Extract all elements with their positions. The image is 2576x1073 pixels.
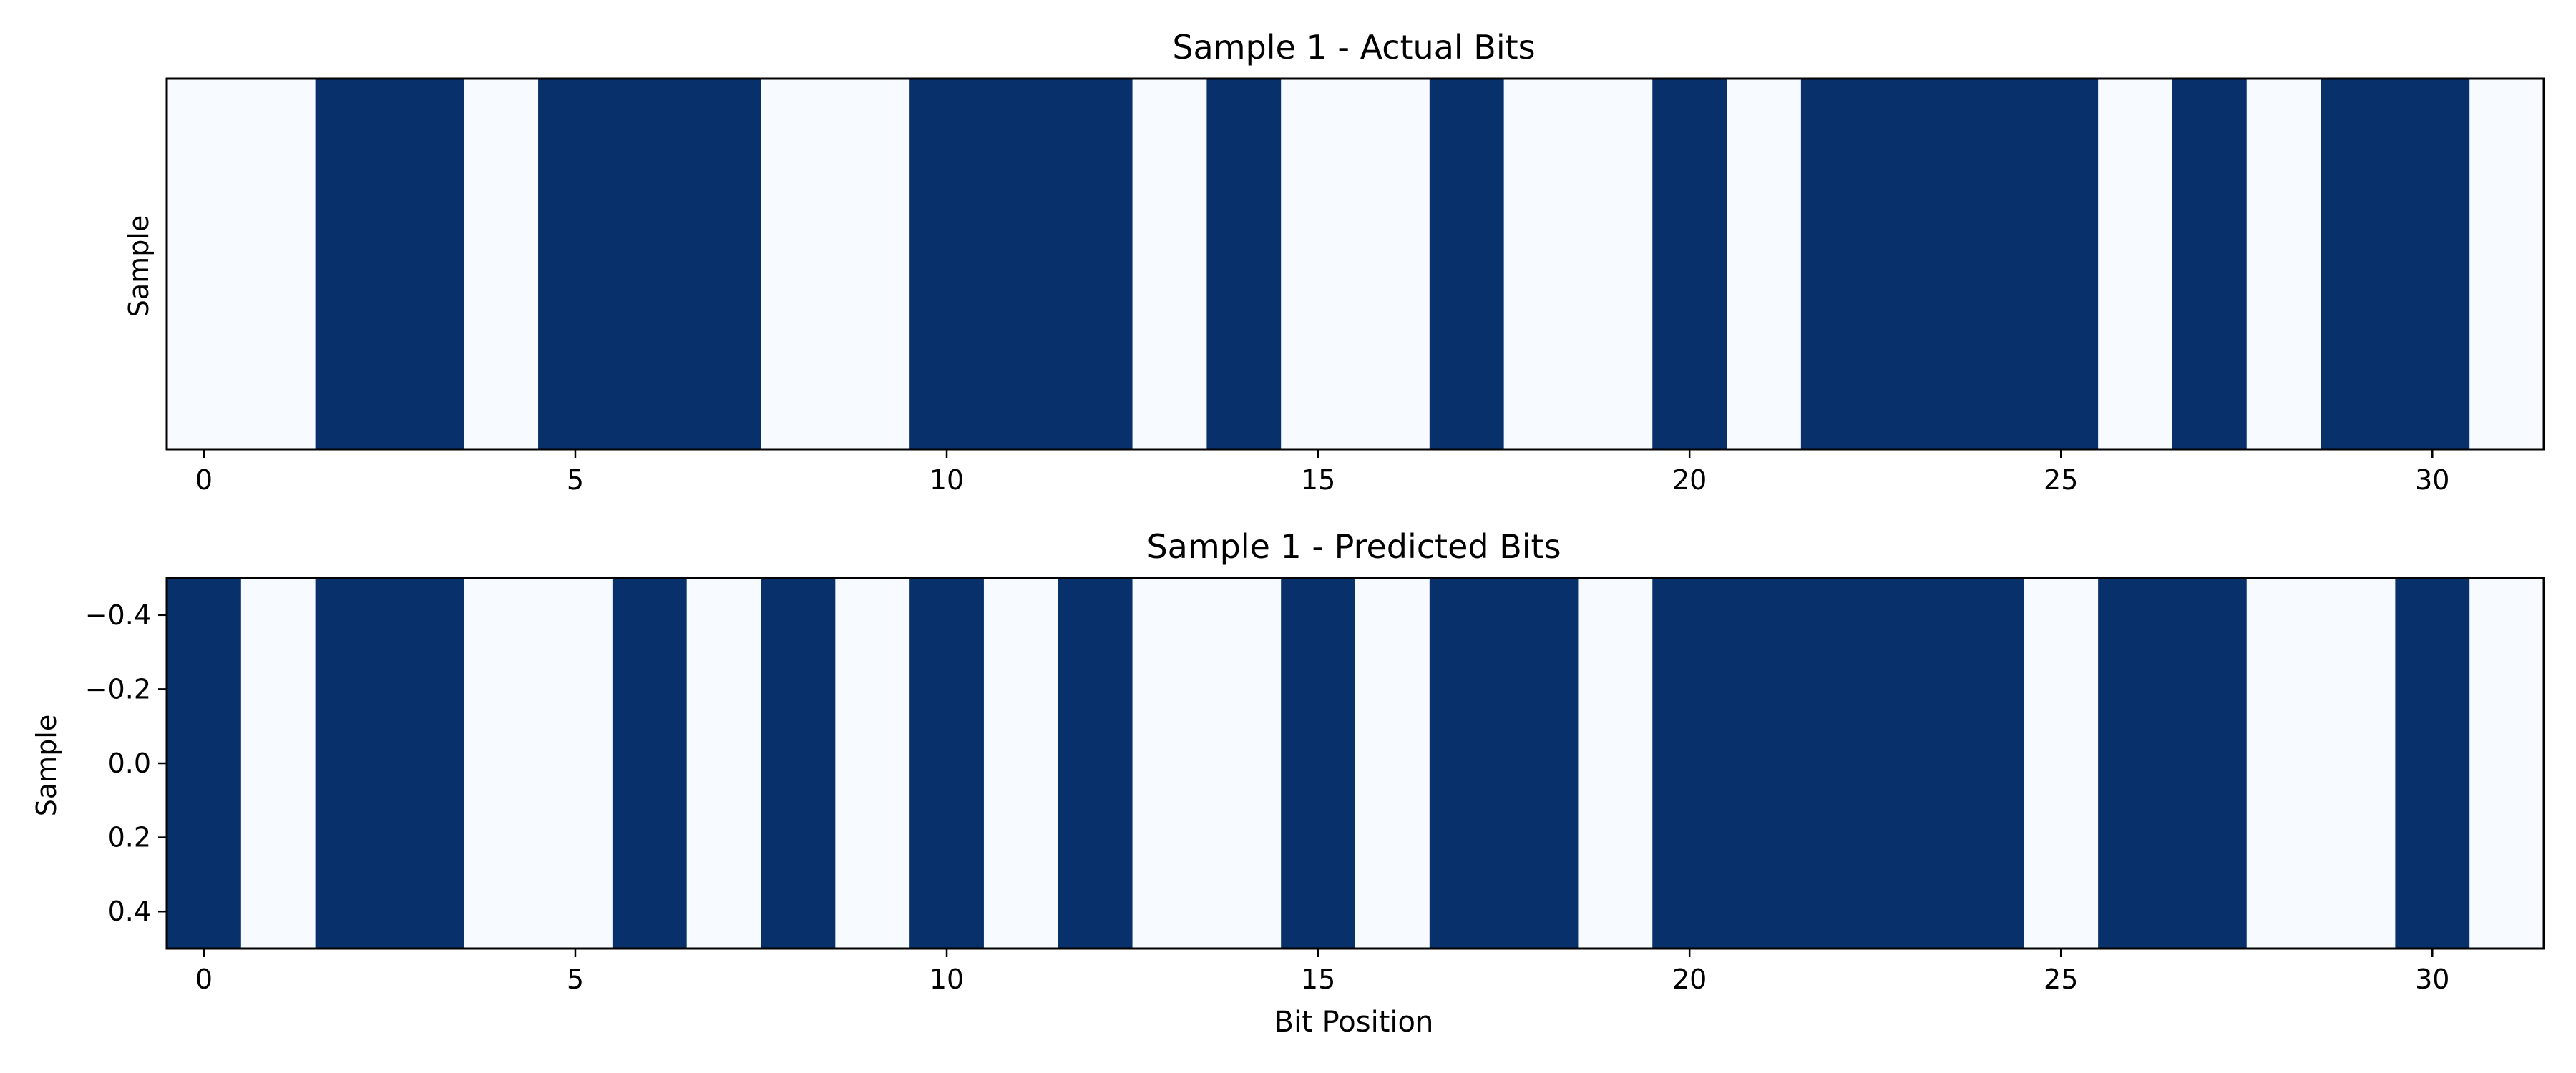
bit-cell-4 [464,79,539,449]
bit-cell-20 [1652,578,1727,949]
bit-cell-23 [1875,79,1951,449]
y-axis-label: Sample [123,215,155,317]
bit-cell-22 [1800,578,1876,949]
bit-cell-6 [612,79,688,449]
plot-frame [165,577,2545,950]
bit-cell-4 [464,578,539,949]
bit-cell-26 [2098,79,2173,449]
bit-cell-19 [1578,79,1653,449]
bit-cell-7 [686,578,762,949]
bit-cell-30 [2395,578,2470,949]
bit-cell-8 [761,79,836,449]
x-tick-label: 15 [1301,464,1335,496]
heatmap-cells [167,79,2545,449]
bit-cell-12 [1058,79,1133,449]
bit-cell-2 [315,578,391,949]
bit-cell-13 [1132,79,1207,449]
x-tick-label: 25 [2044,464,2078,496]
bit-cell-10 [909,578,985,949]
x-tick-label: 10 [930,464,964,496]
bit-cell-17 [1429,578,1505,949]
y-axis-label: Sample [31,715,62,816]
bit-cell-7 [686,79,762,449]
chart-predicted-bits: Sample 1 - Predicted Bits Sample 0 5 10 15 2… [31,527,2545,1039]
bit-cell-23 [1875,578,1951,949]
bit-cell-19 [1578,578,1653,949]
bit-cell-21 [1727,578,1802,949]
x-tick-label: 25 [2044,964,2078,995]
bit-cell-25 [2024,79,2099,449]
bit-cell-11 [983,79,1059,449]
bit-cell-28 [2246,578,2322,949]
bit-cell-5 [538,79,613,449]
y-tick-label: 0.0 [108,748,151,779]
y-tick-label: −0.2 [85,673,151,705]
bit-cell-25 [2024,578,2099,949]
bit-cell-6 [612,578,688,949]
bit-cell-15 [1281,578,1356,949]
bit-cell-27 [2172,79,2248,449]
x-tick-label: 0 [195,964,213,995]
bit-cell-21 [1727,79,1802,449]
bit-cell-24 [1949,578,2024,949]
x-tick-label: 5 [567,464,584,496]
chart-title: Sample 1 - Predicted Bits [1146,527,1561,566]
bit-cell-14 [1206,79,1282,449]
chart-title: Sample 1 - Actual Bits [1172,28,1535,67]
x-tick-label: 20 [1672,464,1707,496]
bit-cell-20 [1652,79,1727,449]
bit-cell-16 [1355,79,1430,449]
bit-cell-12 [1058,578,1133,949]
bit-cell-10 [909,79,985,449]
x-axis-label: Bit Position [1274,1006,1434,1039]
bit-cell-26 [2098,578,2173,949]
bit-cell-22 [1800,79,1876,449]
bit-cell-0 [167,578,242,949]
bit-cell-0 [167,79,242,449]
x-tick-label: 30 [2415,464,2449,496]
bit-cell-16 [1355,578,1430,949]
bit-cell-31 [2469,578,2545,949]
bit-cell-3 [389,79,464,449]
x-axis-ticks: 0 5 10 15 20 25 30 [195,449,2449,496]
bit-cell-13 [1132,578,1207,949]
bit-cell-1 [240,578,316,949]
x-tick-label: 10 [930,964,964,995]
x-tick-label: 5 [567,964,584,995]
bit-cell-29 [2321,79,2396,449]
x-tick-label: 15 [1301,964,1335,995]
y-tick-label: 0.2 [108,822,151,853]
bit-cell-9 [835,578,910,949]
bit-cell-18 [1503,578,1579,949]
bit-cell-24 [1949,79,2024,449]
bit-cell-18 [1503,79,1579,449]
bit-cell-30 [2395,79,2470,449]
bit-cell-29 [2321,578,2396,949]
bit-cell-9 [835,79,910,449]
bit-cell-17 [1429,79,1505,449]
bit-cell-8 [761,578,836,949]
bit-cell-14 [1206,578,1282,949]
bit-cell-3 [389,578,464,949]
x-tick-label: 30 [2415,964,2449,995]
bit-cell-31 [2469,79,2545,449]
bit-cell-27 [2172,578,2248,949]
y-axis-ticks: −0.4 −0.2 0.0 0.2 0.4 [85,599,167,927]
bit-cell-15 [1281,79,1356,449]
chart-actual-bits: Sample 1 - Actual Bits Sample 0 5 10 15 20 25… [123,28,2545,496]
plot-frame [165,77,2545,451]
x-axis-ticks: 0 5 10 15 20 25 30 [195,949,2449,995]
bit-cell-28 [2246,79,2322,449]
x-tick-label: 20 [1672,964,1707,995]
y-tick-label: 0.4 [108,896,151,927]
heatmap-cells [167,578,2545,949]
bit-cell-5 [538,578,613,949]
y-tick-label: −0.4 [85,599,151,631]
bit-cell-1 [240,79,316,449]
bit-cell-2 [315,79,391,449]
x-tick-label: 0 [195,464,213,496]
bit-cell-11 [983,578,1059,949]
